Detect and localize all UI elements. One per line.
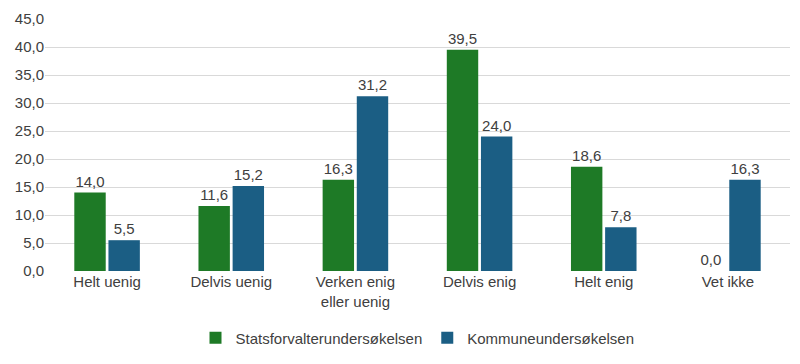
svg-text:Statsforvalterundersøkelsen: Statsforvalterundersøkelsen [236,330,423,347]
svg-text:Helt uenig: Helt uenig [73,273,141,290]
svg-text:Helt enig: Helt enig [574,273,633,290]
svg-text:Verken enigeller uenig: Verken enigeller uenig [316,273,395,310]
svg-text:Kommuneundersøkelsen: Kommuneundersøkelsen [467,330,634,347]
svg-text:31,2: 31,2 [358,76,387,93]
svg-text:Vet ikke: Vet ikke [702,273,755,290]
svg-text:30,0: 30,0 [15,94,44,111]
svg-text:11,6: 11,6 [200,186,228,203]
svg-text:45,0: 45,0 [15,10,44,27]
svg-text:Delvis uenig: Delvis uenig [190,273,272,290]
svg-text:25,0: 25,0 [15,122,44,139]
svg-text:35,0: 35,0 [15,66,44,83]
svg-text:0,0: 0,0 [23,262,44,279]
svg-text:15,2: 15,2 [234,166,263,183]
svg-text:16,3: 16,3 [730,160,759,177]
svg-text:18,6: 18,6 [572,147,601,164]
svg-text:24,0: 24,0 [482,117,511,134]
svg-text:5,5: 5,5 [114,220,135,237]
svg-text:5,0: 5,0 [23,234,44,251]
svg-text:40,0: 40,0 [15,38,44,55]
svg-text:Delvis enig: Delvis enig [443,273,516,290]
svg-text:7,8: 7,8 [610,207,631,224]
svg-text:10,0: 10,0 [15,206,44,223]
svg-text:14,0: 14,0 [75,173,104,190]
svg-text:39,5: 39,5 [448,30,477,47]
svg-text:15,0: 15,0 [15,178,44,195]
svg-text:20,0: 20,0 [15,150,44,167]
svg-text:16,3: 16,3 [324,160,353,177]
svg-text:0,0: 0,0 [700,251,721,268]
